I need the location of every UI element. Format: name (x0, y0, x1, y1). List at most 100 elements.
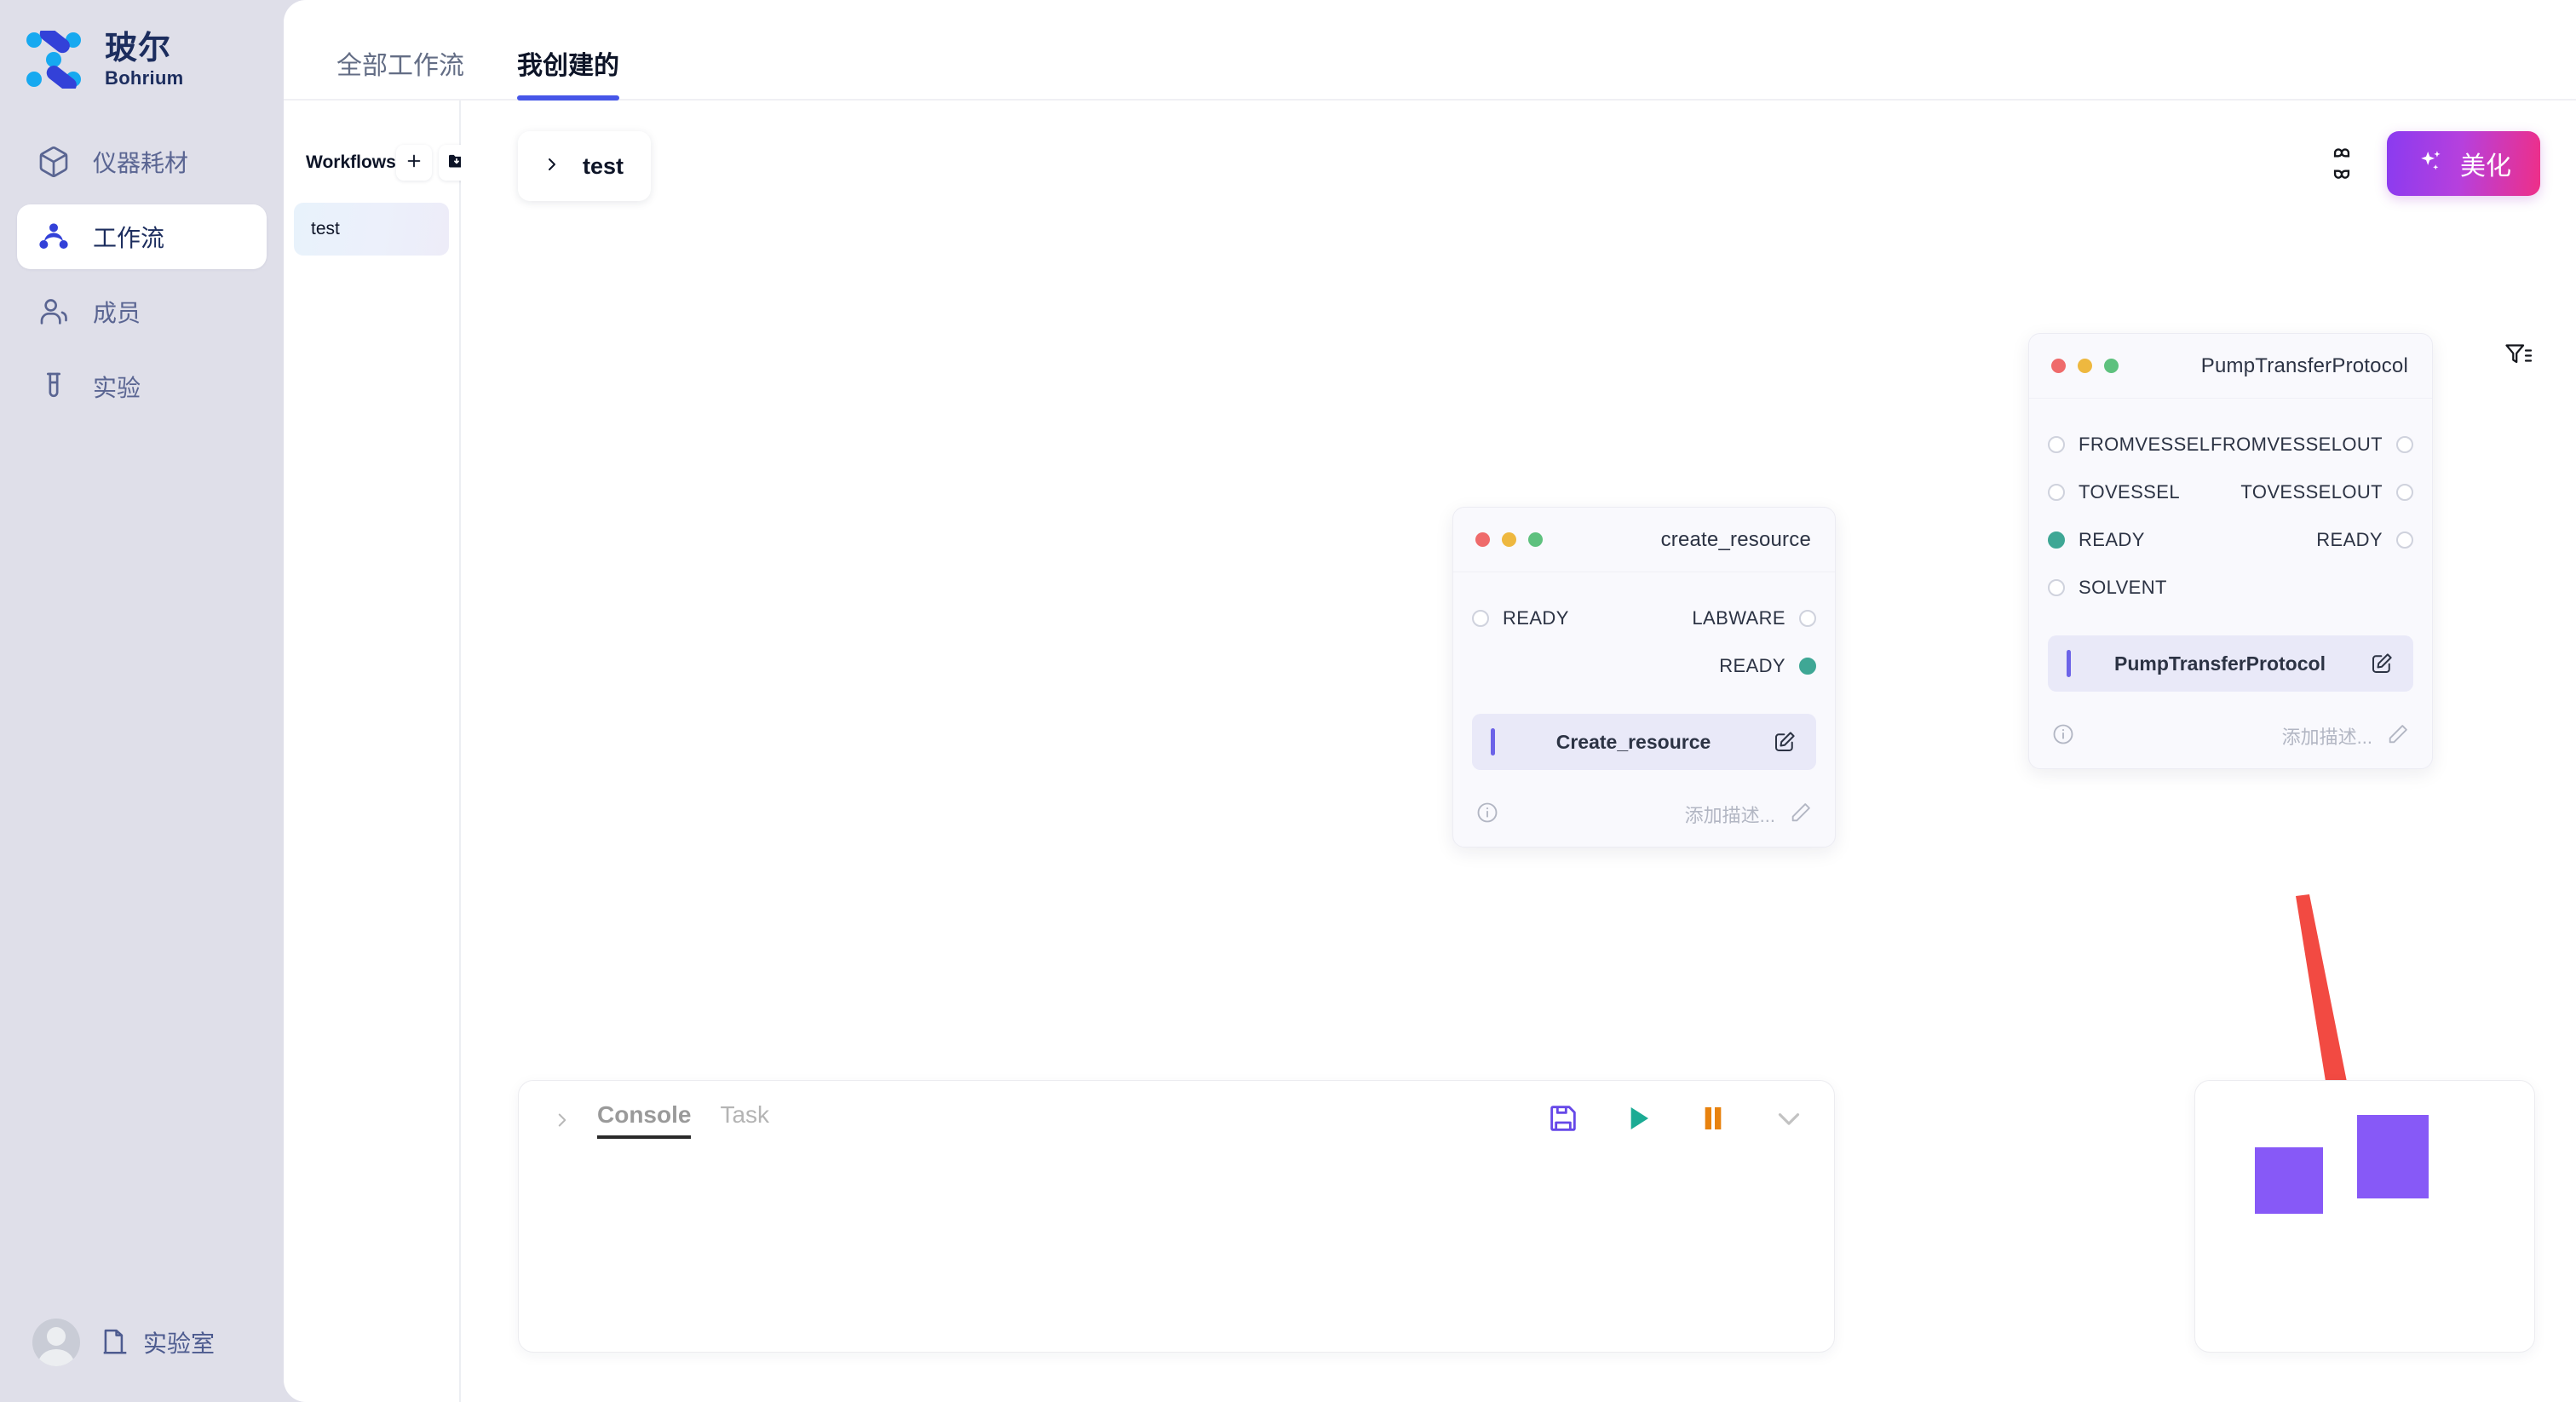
port-label: TOVESSEL (2079, 481, 2180, 503)
port-row: READY LABWARE (1453, 595, 1835, 642)
port-handle-icon[interactable] (2048, 436, 2065, 453)
console-tab-label: Console (597, 1101, 692, 1128)
pause-button[interactable] (1696, 1101, 1730, 1140)
sidebar-item-label: 实验 (93, 375, 141, 401)
grid-apps-icon[interactable] (2322, 144, 2361, 183)
node-ports: FROMVESSEL FROMVESSELOUT TOVESSEL (2029, 399, 2432, 617)
chip-label: PumpTransferProtocol (2114, 652, 2326, 675)
save-button[interactable] (1546, 1101, 1580, 1140)
canvas-minimap[interactable] (2194, 1080, 2535, 1353)
pencil-icon[interactable] (2386, 722, 2410, 750)
floppy-save-icon (1546, 1101, 1580, 1140)
node-action-chip[interactable]: PumpTransferProtocol (2048, 635, 2413, 692)
user-avatar-icon[interactable] (32, 1319, 80, 1366)
maximize-dot-icon[interactable] (2104, 359, 2119, 373)
port-row: SOLVENT (2029, 564, 2432, 612)
node-description-field[interactable]: 添加描述... (2282, 722, 2410, 750)
sidebar-item-label: 成员 (93, 300, 141, 326)
workflow-icon (36, 219, 72, 255)
tab-console[interactable]: Console (597, 1101, 692, 1139)
sidebar-item-experiment[interactable]: 实验 (17, 354, 267, 419)
sidebar-nav: 仪器耗材 工作流 (0, 129, 284, 419)
node-footer: 添加描述... (2029, 704, 2432, 768)
close-dot-icon[interactable] (1475, 532, 1490, 547)
workflow-canvas[interactable]: test (461, 101, 2576, 1402)
sidebar-item-label: 仪器耗材 (93, 150, 189, 176)
node-action-chip[interactable]: Create_resource (1472, 714, 1816, 770)
add-workflow-button[interactable] (395, 145, 432, 181)
port-input[interactable]: TOVESSEL (2048, 481, 2180, 503)
port-handle-icon[interactable] (2048, 531, 2065, 549)
minimap-node (2357, 1115, 2429, 1198)
port-label: READY (1719, 655, 1785, 676)
port-output[interactable]: TOVESSELOUT (2240, 481, 2413, 503)
info-circle-icon[interactable] (2051, 722, 2075, 750)
node-title: PumpTransferProtocol (2200, 353, 2408, 377)
port-output[interactable]: READY (1719, 655, 1816, 677)
port-handle-icon[interactable] (1472, 610, 1489, 627)
port-handle-icon[interactable] (2396, 531, 2413, 549)
node-titlebar[interactable]: create_resource (1453, 508, 1835, 572)
sidebar-item-workflow[interactable]: 工作流 (17, 204, 267, 269)
port-handle-icon[interactable] (2048, 579, 2065, 596)
node-description-field[interactable]: 添加描述... (1685, 801, 1813, 829)
port-input[interactable]: READY (1472, 607, 1569, 629)
workflow-item-label: test (311, 219, 340, 238)
tab-label: 全部工作流 (336, 52, 464, 80)
edit-square-icon[interactable] (2369, 651, 2395, 676)
sidebar-item-instruments[interactable]: 仪器耗材 (17, 129, 267, 194)
maximize-dot-icon[interactable] (1528, 532, 1543, 547)
top-tabs: 全部工作流 我创建的 (284, 0, 2576, 101)
port-output[interactable]: LABWARE (1692, 607, 1816, 629)
node-description-placeholder: 添加描述... (1684, 805, 1775, 826)
tab-my-created[interactable]: 我创建的 (517, 44, 619, 101)
test-tube-icon (36, 369, 72, 405)
workflows-title: Workflows (306, 152, 396, 172)
port-row: READY READY (2029, 516, 2432, 564)
workflow-node-create-resource[interactable]: create_resource READY LABWARE (1452, 507, 1836, 848)
info-circle-icon[interactable] (1475, 801, 1499, 829)
port-output[interactable]: READY (2316, 529, 2413, 551)
collapse-console-button[interactable] (1771, 1100, 1807, 1141)
port-input[interactable]: READY (2048, 529, 2145, 551)
workflows-header: Workflows (284, 101, 474, 181)
chip-accent-bar (1491, 728, 1495, 756)
port-handle-icon[interactable] (2048, 484, 2065, 501)
port-input[interactable]: SOLVENT (2048, 577, 2167, 599)
tab-all-workflows[interactable]: 全部工作流 (336, 44, 464, 99)
brand-name-cn: 玻尔 (105, 30, 172, 66)
breadcrumb[interactable]: test (518, 131, 652, 201)
port-handle-icon[interactable] (2396, 436, 2413, 453)
list-item[interactable]: test (294, 203, 449, 256)
minimap-node (2255, 1147, 2323, 1214)
chevron-right-icon[interactable] (551, 1109, 573, 1131)
window-dots (1475, 532, 1543, 547)
run-button[interactable] (1621, 1101, 1655, 1140)
filter-icon[interactable] (2503, 339, 2533, 374)
port-handle-icon[interactable] (1799, 610, 1816, 627)
lab-building-icon (99, 1324, 131, 1361)
port-input[interactable]: FROMVESSEL (2048, 434, 2210, 456)
brand-header: 玻尔 Bohrium (0, 0, 284, 93)
minimize-dot-icon[interactable] (2078, 359, 2092, 373)
chevron-down-icon (1771, 1100, 1807, 1141)
port-handle-icon[interactable] (2396, 484, 2413, 501)
beautify-button[interactable]: 美化 (2387, 131, 2540, 196)
port-handle-icon[interactable] (1799, 658, 1816, 675)
body-row: Workflows (284, 101, 2576, 1402)
pencil-icon[interactable] (1789, 801, 1813, 829)
port-output[interactable]: FROMVESSELOUT (2211, 434, 2413, 456)
sidebar-item-members[interactable]: 成员 (17, 279, 267, 344)
window-dots (2051, 359, 2119, 373)
lab-switcher[interactable]: 实验室 (99, 1324, 215, 1361)
close-dot-icon[interactable] (2051, 359, 2066, 373)
workflow-node-pump-transfer-protocol[interactable]: PumpTransferProtocol FROMVESSEL FROMVESS… (2028, 333, 2433, 769)
tab-task[interactable]: Task (720, 1101, 769, 1139)
sparkles-icon (2416, 147, 2445, 181)
node-titlebar[interactable]: PumpTransferProtocol (2029, 334, 2432, 399)
brand-text: 玻尔 Bohrium (105, 32, 184, 88)
content-panel: 全部工作流 我创建的 Workflows (284, 0, 2576, 1402)
minimize-dot-icon[interactable] (1502, 532, 1516, 547)
port-label: READY (1503, 607, 1569, 629)
edit-square-icon[interactable] (1772, 729, 1797, 755)
